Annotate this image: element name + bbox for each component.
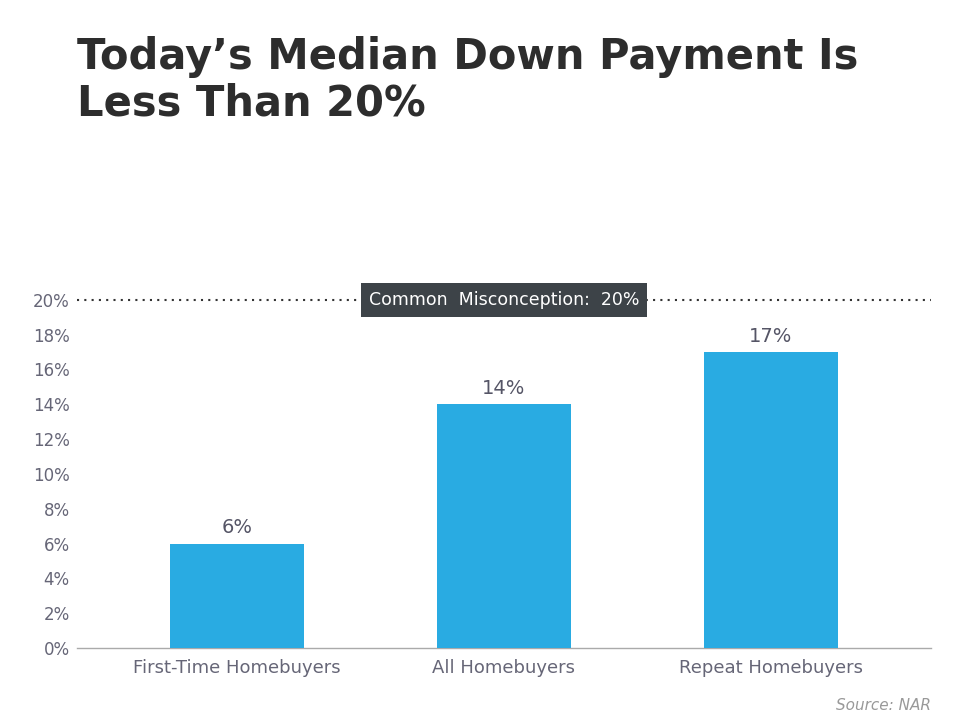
- Text: Source: NAR: Source: NAR: [836, 698, 931, 713]
- Text: 14%: 14%: [482, 379, 526, 398]
- Bar: [170, 544, 303, 648]
- Text: Today’s Median Down Payment Is
Less Than 20%: Today’s Median Down Payment Is Less Than…: [77, 36, 858, 125]
- Text: 17%: 17%: [750, 327, 793, 346]
- Bar: [437, 404, 571, 648]
- Text: Common  Misconception:  20%: Common Misconception: 20%: [369, 291, 639, 309]
- Text: 6%: 6%: [222, 518, 252, 537]
- Bar: [705, 352, 838, 648]
